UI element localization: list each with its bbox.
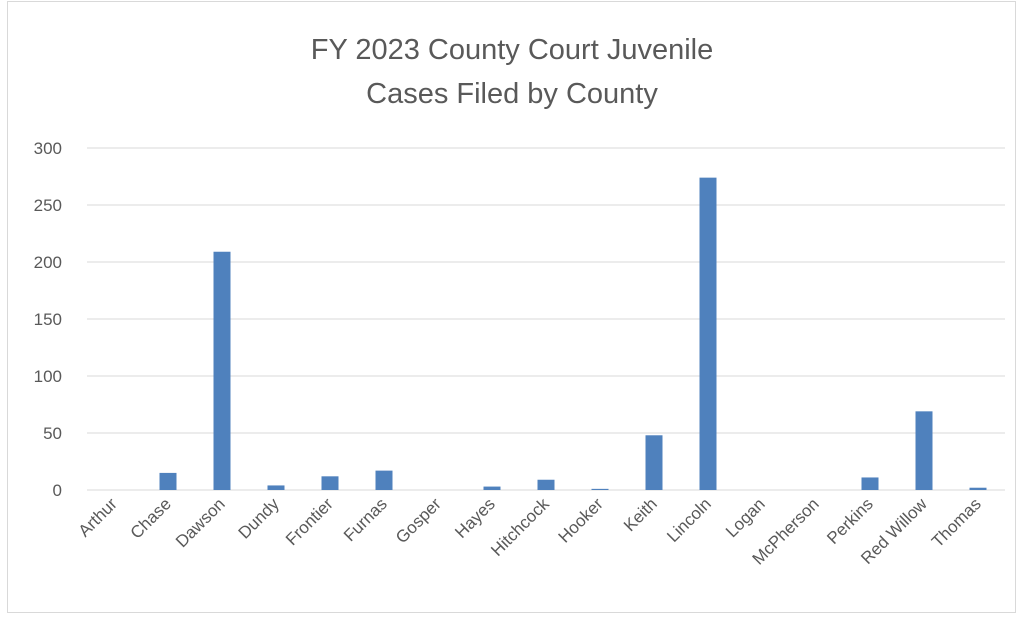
y-tick-label: 150 — [34, 310, 62, 329]
x-tick-label: Hitchcock — [487, 494, 553, 560]
x-tick-label: Arthur — [75, 494, 121, 540]
x-tick-label: Dawson — [172, 494, 229, 551]
y-tick-label: 300 — [34, 139, 62, 158]
y-tick-label: 0 — [53, 481, 62, 500]
x-tick-label: Hooker — [555, 494, 607, 546]
x-tick-label: Lincoln — [663, 494, 715, 546]
chart-frame — [7, 1, 1016, 613]
chart-title-line-1: FY 2023 County Court Juvenile — [310, 34, 714, 66]
bar-dawson — [213, 251, 231, 490]
bar-frontier — [321, 476, 339, 490]
x-tick-label: Dundy — [235, 494, 284, 543]
x-tick-label: Keith — [620, 494, 661, 535]
x-tick-label: Chase — [127, 494, 175, 542]
x-tick-label: Gosper — [392, 494, 445, 547]
bar-lincoln — [699, 177, 717, 490]
bar-hayes — [483, 486, 501, 490]
bar-red-willow — [915, 411, 933, 490]
y-tick-label: 250 — [34, 196, 62, 215]
bar-hooker — [591, 488, 609, 490]
y-tick-label: 50 — [43, 424, 62, 443]
bar-chase — [159, 472, 177, 490]
bar-dundy — [267, 485, 285, 490]
chart-title-line-2: Cases Filed by County — [366, 78, 658, 110]
bar-thomas — [969, 487, 987, 490]
bar-perkins — [861, 477, 879, 490]
x-tick-label: Logan — [722, 494, 769, 541]
x-tick-label: Perkins — [823, 494, 877, 548]
x-tick-label: Hayes — [451, 494, 499, 542]
x-tick-label: Thomas — [928, 494, 985, 551]
chart-title: FY 2023 County Court Juvenile Cases File… — [0, 28, 1024, 116]
bar-keith — [645, 435, 663, 490]
y-tick-label: 100 — [34, 367, 62, 386]
x-tick-label: Frontier — [282, 494, 337, 549]
bar-hitchcock — [537, 479, 555, 490]
bar-furnas — [375, 470, 393, 490]
x-tick-label: Furnas — [340, 494, 391, 545]
y-tick-label: 200 — [34, 253, 62, 272]
